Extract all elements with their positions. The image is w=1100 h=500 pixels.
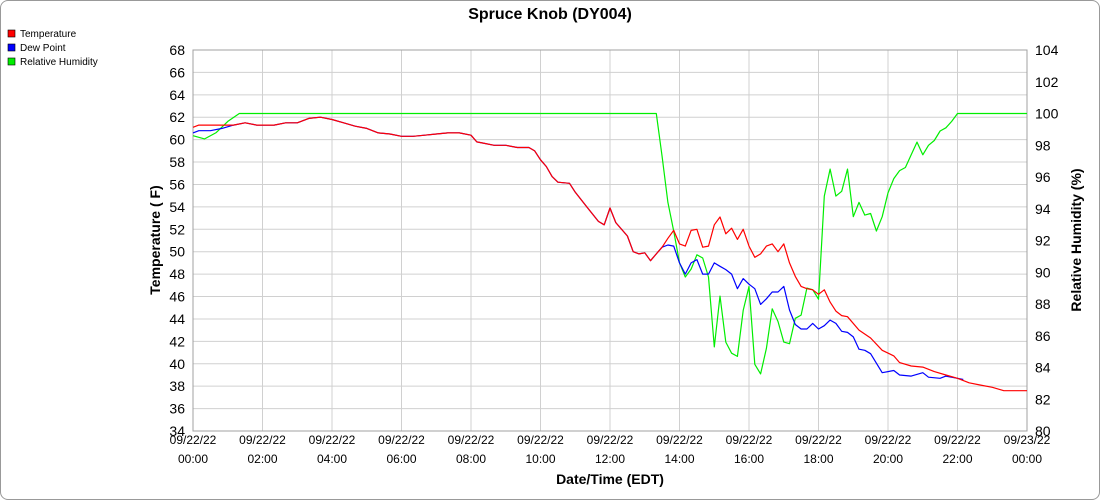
left-axis-ticks: 34 36 38 40 42 44 46 48 50 52 54 56 58 60 62 64 66 68 xyxy=(169,42,185,439)
x-tick-date: 09/22/22 xyxy=(587,433,634,447)
y-tick-label: 64 xyxy=(169,87,185,103)
y-tick-label: 66 xyxy=(169,64,185,80)
x-tick-date: 09/22/22 xyxy=(795,433,842,447)
legend-swatch-dew-point xyxy=(7,43,16,52)
legend-label-dew-point: Dew Point xyxy=(20,43,66,54)
y-tick-label: 38 xyxy=(169,378,185,394)
x-tick-time: 14:00 xyxy=(664,452,694,466)
y-tick-label: 60 xyxy=(169,132,185,148)
y2-tick-label: 84 xyxy=(1035,360,1051,376)
y2-tick-label: 88 xyxy=(1035,296,1051,312)
y-tick-label: 36 xyxy=(169,401,185,417)
x-tick-date: 09/23/22 xyxy=(1004,433,1051,447)
legend-label-relative-humidity: Relative Humidity xyxy=(20,57,98,68)
x-tick-time: 02:00 xyxy=(247,452,277,466)
y-tick-label: 46 xyxy=(169,289,185,305)
x-tick-time: 04:00 xyxy=(317,452,347,466)
x-axis-ticks: 09/22/22 00:00 09/22/22 02:00 09/22/22 04:00 0… xyxy=(170,433,1051,466)
x-tick-date: 09/22/22 xyxy=(656,433,703,447)
chart-title: Spruce Knob (DY004) xyxy=(468,6,632,23)
x-tick-date: 09/22/22 xyxy=(517,433,564,447)
x-tick-time: 22:00 xyxy=(942,452,972,466)
x-tick-date: 09/22/22 xyxy=(448,433,495,447)
plot-area xyxy=(192,49,1028,432)
x-tick-time: 08:00 xyxy=(456,452,486,466)
x-tick-time: 20:00 xyxy=(873,452,903,466)
plot-border xyxy=(192,49,1028,432)
right-axis-ticks: 80 82 84 86 88 90 92 94 96 98 100 102 104 xyxy=(1035,42,1059,439)
legend-swatch-temperature xyxy=(7,29,16,38)
x-tick-time: 12:00 xyxy=(595,452,625,466)
x-tick-date: 09/22/22 xyxy=(170,433,217,447)
y2-tick-label: 100 xyxy=(1035,106,1059,122)
x-tick-time: 00:00 xyxy=(178,452,208,466)
legend-label-temperature: Temperature xyxy=(20,29,77,40)
x-tick-time: 16:00 xyxy=(734,452,764,466)
y-tick-label: 54 xyxy=(169,199,185,215)
y-axis-label: Temperature ( F) xyxy=(147,185,163,294)
y2-tick-label: 102 xyxy=(1035,74,1059,90)
x-tick-time: 18:00 xyxy=(803,452,833,466)
y2-tick-label: 92 xyxy=(1035,233,1051,249)
y2-axis-label: Relative Humidity (%) xyxy=(1068,168,1084,311)
x-tick-time: 10:00 xyxy=(525,452,555,466)
y-tick-label: 58 xyxy=(169,154,185,170)
y2-tick-label: 90 xyxy=(1035,264,1051,280)
x-tick-date: 09/22/22 xyxy=(865,433,912,447)
y2-tick-label: 98 xyxy=(1035,137,1051,153)
relative-humidity-line xyxy=(192,112,1027,375)
y-tick-label: 34 xyxy=(169,423,185,439)
x-tick-time: 00:00 xyxy=(1012,452,1042,466)
y2-tick-label: 94 xyxy=(1035,201,1051,217)
x-tick-date: 09/22/22 xyxy=(378,433,425,447)
y2-tick-label: 96 xyxy=(1035,169,1051,185)
x-tick-date: 09/22/22 xyxy=(934,433,981,447)
y-tick-label: 52 xyxy=(169,221,185,237)
y2-tick-label: 80 xyxy=(1035,423,1051,439)
x-tick-date: 09/22/22 xyxy=(726,433,773,447)
y-tick-label: 50 xyxy=(169,244,185,260)
y-tick-label: 42 xyxy=(169,333,185,349)
y-tick-label: 62 xyxy=(169,109,185,125)
x-tick-time: 06:00 xyxy=(386,452,416,466)
y-tick-label: 56 xyxy=(169,176,185,192)
y2-tick-label: 86 xyxy=(1035,328,1051,344)
y-tick-label: 68 xyxy=(169,42,185,58)
dew-point-line xyxy=(192,116,964,381)
series-lines xyxy=(192,112,1027,392)
legend-swatch-relative-humidity xyxy=(7,57,16,66)
x-tick-date: 09/22/22 xyxy=(309,433,356,447)
y-tick-label: 44 xyxy=(169,311,185,327)
y2-tick-label: 104 xyxy=(1035,42,1059,58)
y2-tick-label: 82 xyxy=(1035,391,1051,407)
grid xyxy=(192,49,1028,432)
legend[interactable]: Temperature Dew Point Relative Humidity xyxy=(7,29,98,68)
x-axis-label: Date/Time (EDT) xyxy=(556,471,664,487)
y-tick-label: 48 xyxy=(169,266,185,282)
x-tick-date: 09/22/22 xyxy=(239,433,286,447)
temperature-line xyxy=(192,116,1027,392)
y-tick-label: 40 xyxy=(169,356,185,372)
